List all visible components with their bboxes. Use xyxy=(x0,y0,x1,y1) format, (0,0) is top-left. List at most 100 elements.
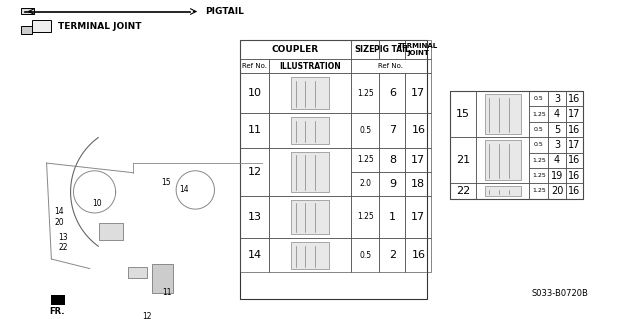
Bar xyxy=(566,107,583,122)
Text: 0.5: 0.5 xyxy=(534,127,543,132)
Bar xyxy=(476,91,529,137)
Text: 1: 1 xyxy=(389,212,396,222)
Bar xyxy=(152,264,173,293)
Bar xyxy=(548,107,566,122)
Text: 17: 17 xyxy=(568,140,580,150)
Bar xyxy=(405,238,431,272)
Bar xyxy=(529,168,548,183)
Bar xyxy=(566,183,583,199)
Bar xyxy=(529,152,548,168)
Text: 16: 16 xyxy=(568,186,580,196)
Text: 12: 12 xyxy=(248,167,262,177)
Bar xyxy=(548,152,566,168)
Text: 11: 11 xyxy=(162,288,172,297)
Bar xyxy=(351,172,380,196)
Text: 19: 19 xyxy=(551,171,563,181)
Text: 1.25: 1.25 xyxy=(356,212,374,221)
Bar xyxy=(291,152,329,192)
Text: 13: 13 xyxy=(58,234,68,242)
Bar xyxy=(241,238,269,272)
Bar xyxy=(241,113,269,148)
Text: 15: 15 xyxy=(456,109,470,119)
Text: PIG TAIL: PIG TAIL xyxy=(374,45,410,54)
Bar xyxy=(351,196,380,238)
Bar xyxy=(484,140,521,180)
Text: 1.25: 1.25 xyxy=(356,89,374,98)
Text: 3: 3 xyxy=(554,94,560,104)
Text: 5: 5 xyxy=(554,124,560,135)
Text: 6: 6 xyxy=(389,88,396,98)
Bar xyxy=(548,122,566,137)
Text: 20: 20 xyxy=(551,186,563,196)
Text: S033-B0720B: S033-B0720B xyxy=(532,289,589,298)
Bar xyxy=(32,20,51,32)
Bar xyxy=(269,238,351,272)
Bar xyxy=(548,91,566,107)
Bar xyxy=(449,137,476,183)
Bar xyxy=(99,223,124,240)
Text: PIGTAIL: PIGTAIL xyxy=(205,7,244,16)
Bar xyxy=(291,242,329,269)
Text: COUPLER: COUPLER xyxy=(272,45,319,54)
Bar xyxy=(269,196,351,238)
Bar xyxy=(566,137,583,152)
Bar xyxy=(449,91,476,137)
Bar xyxy=(529,91,548,107)
Text: ILLUSTRATION: ILLUSTRATION xyxy=(279,62,341,71)
Bar xyxy=(529,107,548,122)
Text: FR.: FR. xyxy=(49,307,65,316)
Text: 7: 7 xyxy=(389,125,396,136)
Bar xyxy=(548,137,566,152)
Bar xyxy=(380,148,405,172)
Text: Ref No.: Ref No. xyxy=(378,63,403,69)
Bar xyxy=(529,122,548,137)
Bar xyxy=(269,59,351,73)
Bar xyxy=(241,40,428,299)
Bar xyxy=(405,148,431,172)
Bar xyxy=(380,238,405,272)
Text: 16: 16 xyxy=(568,124,580,135)
Bar xyxy=(241,148,269,196)
Text: 1.25: 1.25 xyxy=(532,112,546,117)
Bar xyxy=(241,59,269,73)
Text: 17: 17 xyxy=(568,109,580,119)
Bar xyxy=(241,40,351,59)
Bar xyxy=(128,267,147,278)
Bar xyxy=(380,40,405,59)
Bar xyxy=(241,196,269,238)
Text: 22: 22 xyxy=(456,186,470,196)
Bar xyxy=(351,73,380,113)
Bar xyxy=(241,73,269,113)
Text: 1.25: 1.25 xyxy=(532,173,546,178)
Text: Ref No.: Ref No. xyxy=(243,63,268,69)
Bar xyxy=(351,148,380,172)
Text: 4: 4 xyxy=(554,109,560,119)
Bar xyxy=(51,295,65,305)
Text: 17: 17 xyxy=(412,212,426,222)
Text: SIZE: SIZE xyxy=(355,45,376,54)
Text: 0.5: 0.5 xyxy=(534,96,543,101)
Bar xyxy=(405,40,431,59)
Bar xyxy=(476,137,529,183)
Bar xyxy=(269,148,351,196)
Text: 4: 4 xyxy=(554,155,560,165)
Bar xyxy=(291,200,329,234)
Bar xyxy=(405,172,431,196)
Text: 1.25: 1.25 xyxy=(356,155,374,164)
Bar xyxy=(566,91,583,107)
Text: 14: 14 xyxy=(54,207,64,216)
Bar xyxy=(405,113,431,148)
Text: 16: 16 xyxy=(568,155,580,165)
Bar xyxy=(548,183,566,199)
Bar xyxy=(351,40,380,59)
Bar xyxy=(351,59,431,73)
Text: 2.0: 2.0 xyxy=(359,179,371,188)
Bar xyxy=(566,152,583,168)
Text: 17: 17 xyxy=(412,155,426,165)
Text: 15: 15 xyxy=(162,178,172,187)
Text: 1.25: 1.25 xyxy=(532,158,546,163)
Bar xyxy=(484,94,521,134)
Text: 10: 10 xyxy=(248,88,262,98)
Text: 0.5: 0.5 xyxy=(534,142,543,147)
Text: 0.5: 0.5 xyxy=(359,251,371,260)
